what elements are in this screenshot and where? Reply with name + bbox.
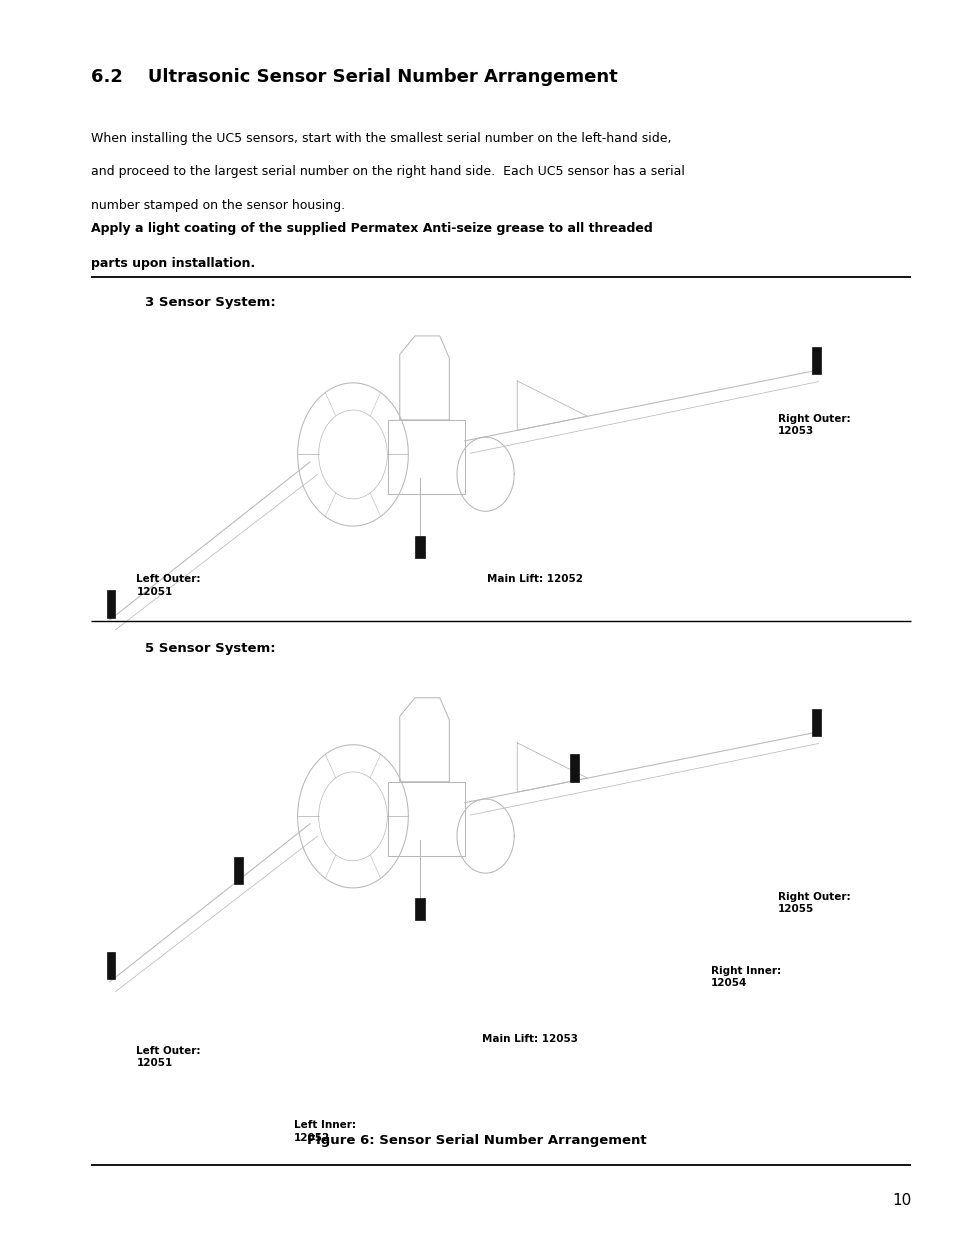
Text: Right Outer:
12053: Right Outer: 12053 [777,414,849,436]
Text: 6.2    Ultrasonic Sensor Serial Number Arrangement: 6.2 Ultrasonic Sensor Serial Number Arra… [91,68,617,86]
Text: Apply a light coating of the supplied Permatex Anti-seize grease to all threaded: Apply a light coating of the supplied Pe… [91,222,652,236]
Polygon shape [811,709,821,736]
Text: 3 Sensor System:: 3 Sensor System: [145,296,275,310]
Polygon shape [415,898,424,920]
Text: Left Outer:
12051: Left Outer: 12051 [136,1046,201,1068]
Polygon shape [415,536,424,558]
Text: Right Outer:
12055: Right Outer: 12055 [777,892,849,914]
Text: 5 Sensor System:: 5 Sensor System: [145,642,275,656]
Polygon shape [811,347,821,374]
Polygon shape [569,755,578,782]
Text: number stamped on the sensor housing.: number stamped on the sensor housing. [91,199,344,212]
Text: Main Lift: 12053: Main Lift: 12053 [481,1034,578,1044]
Polygon shape [233,857,242,884]
Polygon shape [107,590,115,618]
Text: Right Inner:
12054: Right Inner: 12054 [710,966,781,988]
Text: When installing the UC5 sensors, start with the smallest serial number on the le: When installing the UC5 sensors, start w… [91,132,670,146]
Text: parts upon installation.: parts upon installation. [91,257,254,270]
Text: Figure 6: Sensor Serial Number Arrangement: Figure 6: Sensor Serial Number Arrangeme… [307,1134,646,1147]
Polygon shape [107,952,115,979]
Text: Left Inner:
12052: Left Inner: 12052 [294,1120,355,1142]
Text: and proceed to the largest serial number on the right hand side.  Each UC5 senso: and proceed to the largest serial number… [91,165,684,179]
Text: Main Lift: 12052: Main Lift: 12052 [486,574,582,584]
Text: 10: 10 [891,1193,910,1208]
Text: Left Outer:
12051: Left Outer: 12051 [136,574,201,597]
